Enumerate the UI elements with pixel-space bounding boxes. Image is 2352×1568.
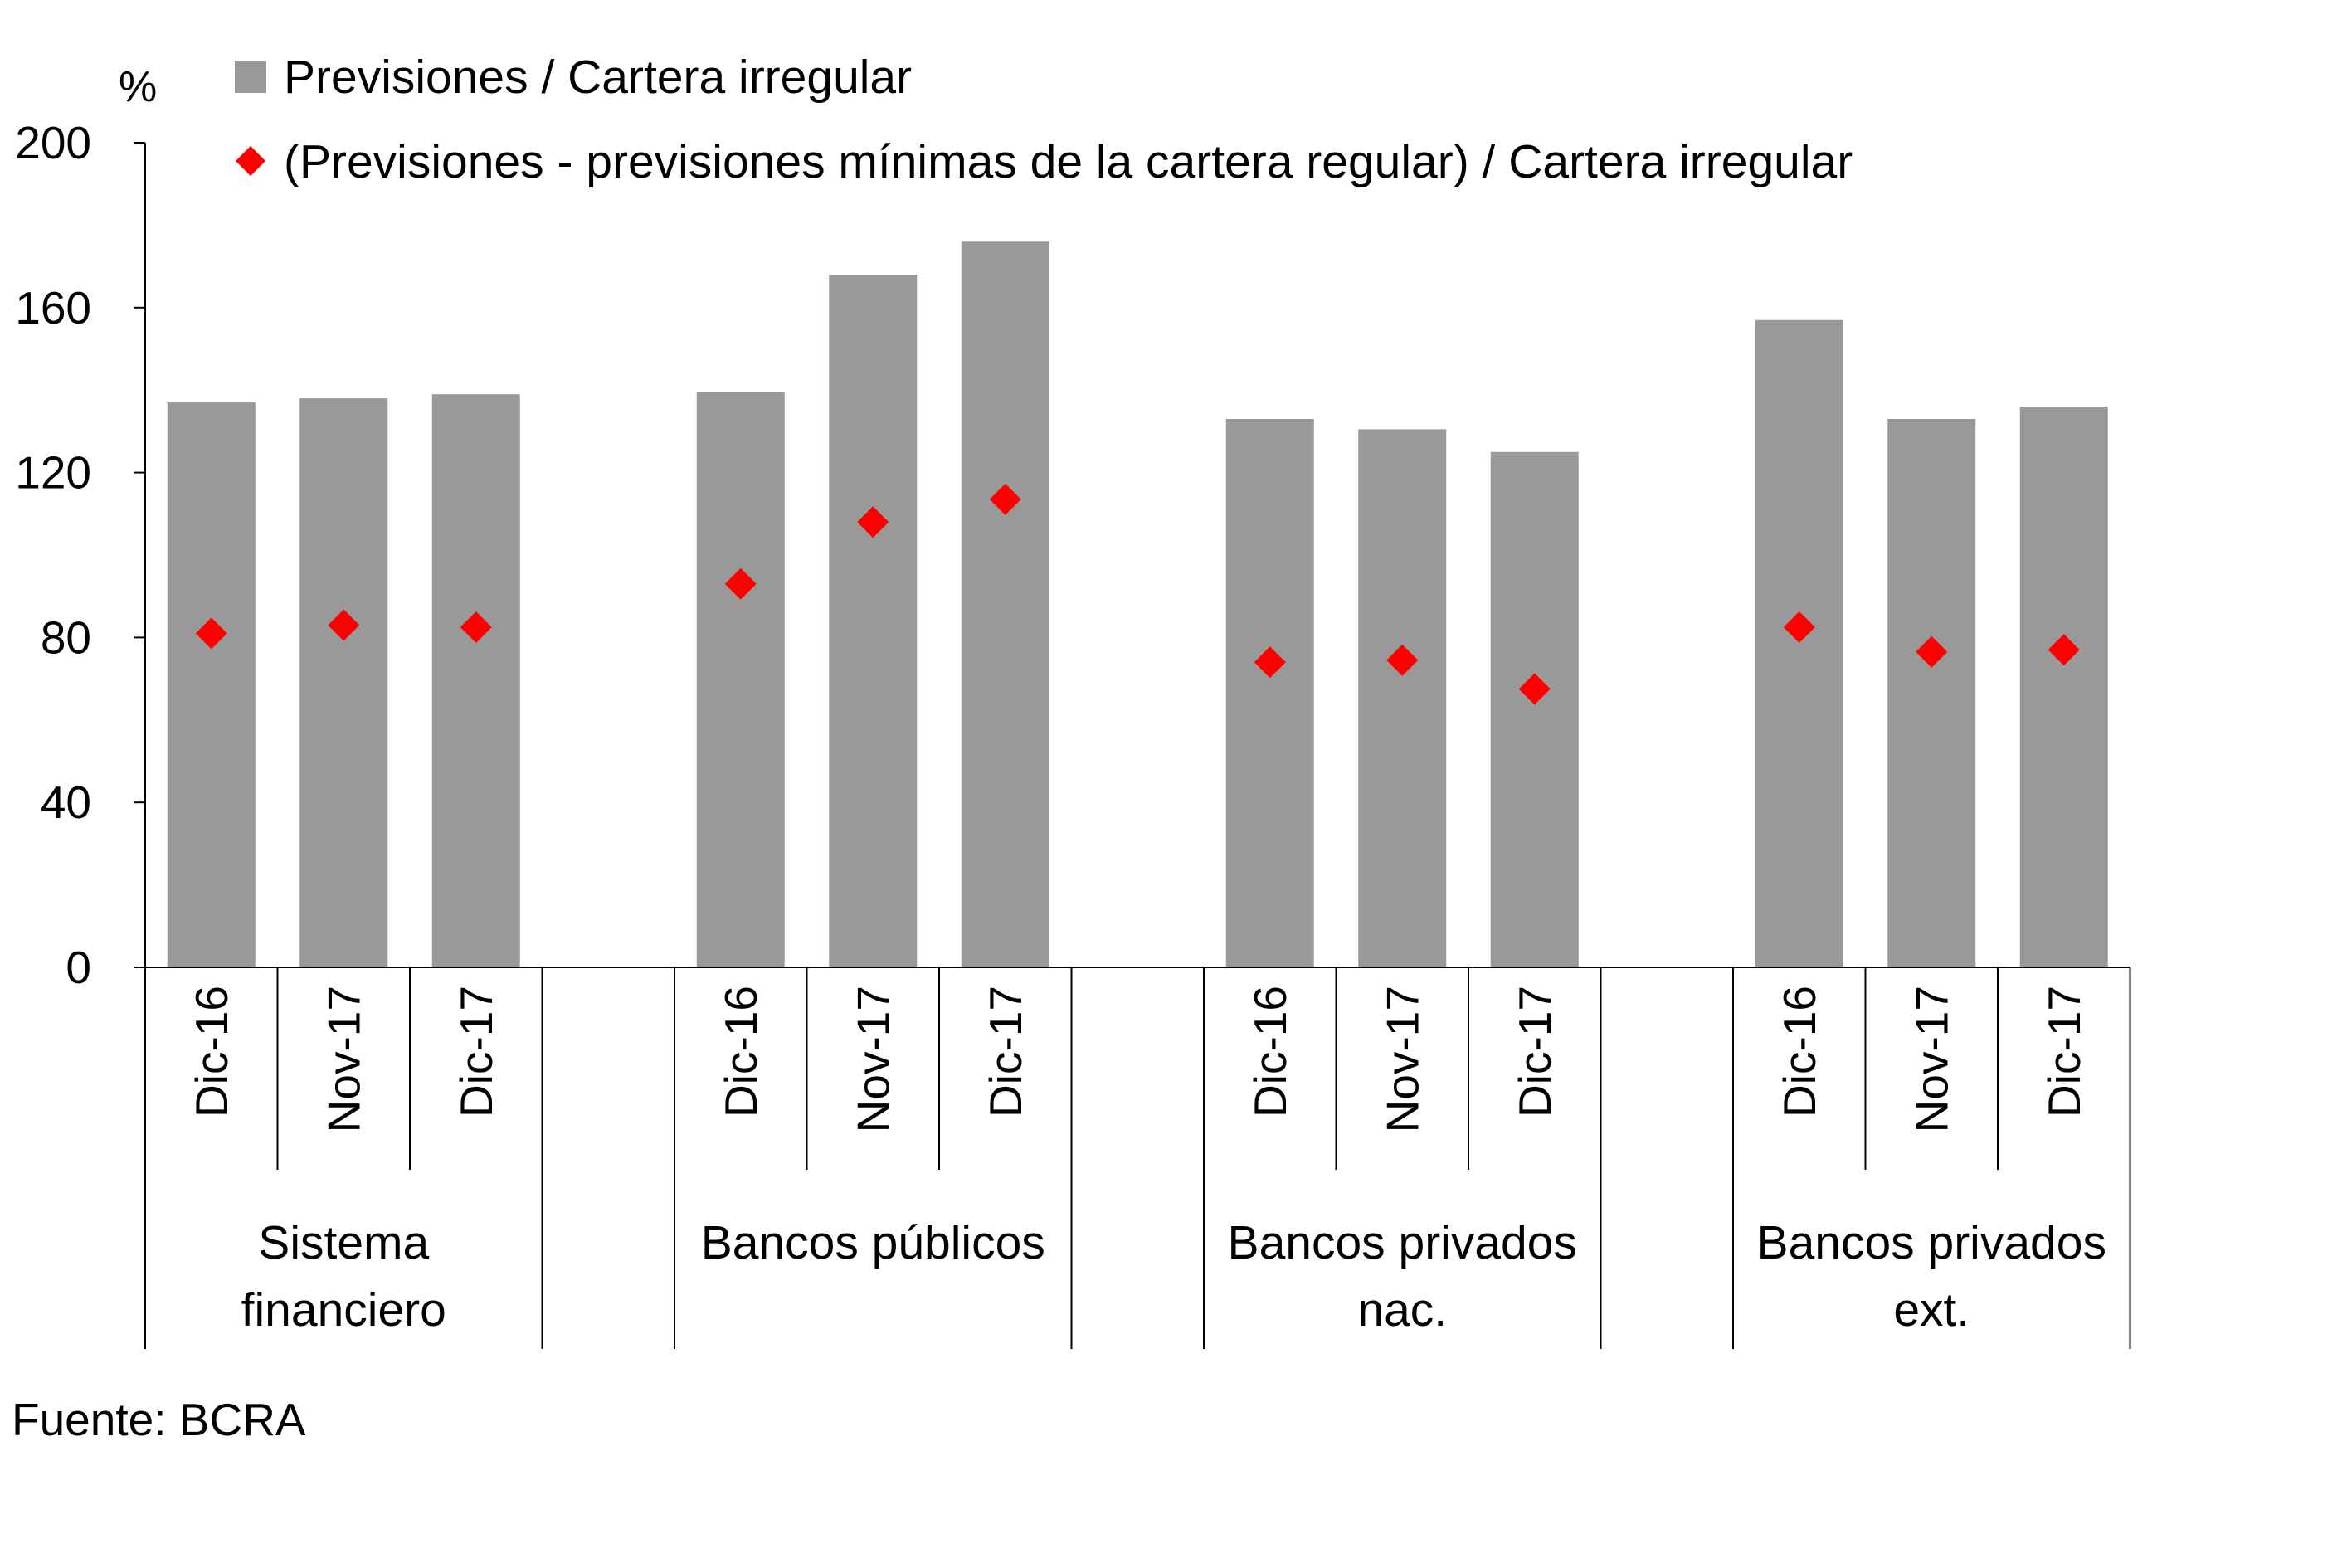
y-tick-label: 160 [15, 282, 91, 334]
y-unit-label: % [119, 63, 157, 111]
diamond-point [1386, 644, 1419, 676]
bar [1225, 418, 1314, 967]
diamond-point [328, 609, 360, 641]
x-tick-label: Nov-17 [318, 986, 369, 1132]
group-label: Bancos privados [1228, 1216, 1577, 1269]
bar [1358, 429, 1447, 967]
diamond-point [460, 611, 492, 643]
diamond-point [1254, 646, 1286, 679]
bar [829, 275, 918, 967]
y-tick-label: 120 [15, 447, 91, 499]
diamond-point [1783, 611, 1815, 643]
source-note: Fuente: BCRA [12, 1394, 306, 1445]
y-tick-label: 0 [66, 942, 91, 993]
bar-series [167, 241, 2108, 968]
bar [431, 394, 520, 967]
group-label: Bancos públicos [701, 1216, 1045, 1269]
x-tick-label: Dic-16 [715, 986, 767, 1118]
bar [696, 392, 785, 967]
diamond-point [989, 483, 1021, 515]
diamond-point [1916, 635, 1948, 668]
bar [961, 241, 1049, 967]
legend-label-bar: Previsiones / Cartera irregular [284, 51, 912, 104]
x-tick-label: Dic-17 [1509, 986, 1561, 1118]
group-label: Sistema [258, 1216, 429, 1269]
legend-swatch-diamond [236, 146, 265, 176]
diamond-point [2048, 634, 2080, 666]
x-tick-label: Dic-16 [1774, 986, 1825, 1118]
diamond-point [724, 567, 757, 600]
legend-label-diamond: (Previsiones - previsiones mínimas de la… [284, 135, 1853, 188]
bar [1887, 418, 1976, 967]
bar [1490, 451, 1579, 967]
x-tick-label: Dic-16 [1244, 986, 1296, 1118]
bar [167, 402, 256, 967]
group-label: Bancos privados [1757, 1216, 2106, 1269]
x-tick-label: Nov-17 [1906, 986, 1957, 1132]
y-tick-label: 200 [15, 117, 91, 168]
x-tick-label: Dic-17 [980, 986, 1031, 1118]
x-tick-label: Dic-16 [186, 986, 237, 1118]
x-tick-label: Nov-17 [847, 986, 898, 1132]
x-tick-label: Dic-17 [2038, 986, 2090, 1118]
x-tick-label: Nov-17 [1376, 986, 1428, 1132]
bar [2019, 407, 2108, 968]
diamond-series [195, 483, 2080, 705]
y-tick-label: 80 [41, 611, 91, 663]
legend-swatch-bar [235, 61, 266, 93]
bar [1755, 319, 1843, 968]
group-label: ext. [1893, 1283, 1970, 1337]
x-axis: Dic-16 Nov-17 Dic-17 Dic-16 Nov-17 Dic-17 Dic-… [144, 967, 2131, 1349]
y-axis: 0 40 80 120 160 200 [15, 117, 146, 993]
diamond-point [1518, 673, 1551, 705]
y-tick-label: 40 [41, 777, 91, 828]
bar [299, 398, 388, 967]
group-label: nac. [1357, 1283, 1447, 1337]
diamond-point [195, 617, 227, 650]
legend: Previsiones / Cartera irregular (Previsi… [235, 51, 1853, 188]
group-label: financiero [241, 1283, 446, 1337]
x-tick-label: Dic-17 [450, 986, 502, 1118]
diamond-point [857, 506, 889, 538]
